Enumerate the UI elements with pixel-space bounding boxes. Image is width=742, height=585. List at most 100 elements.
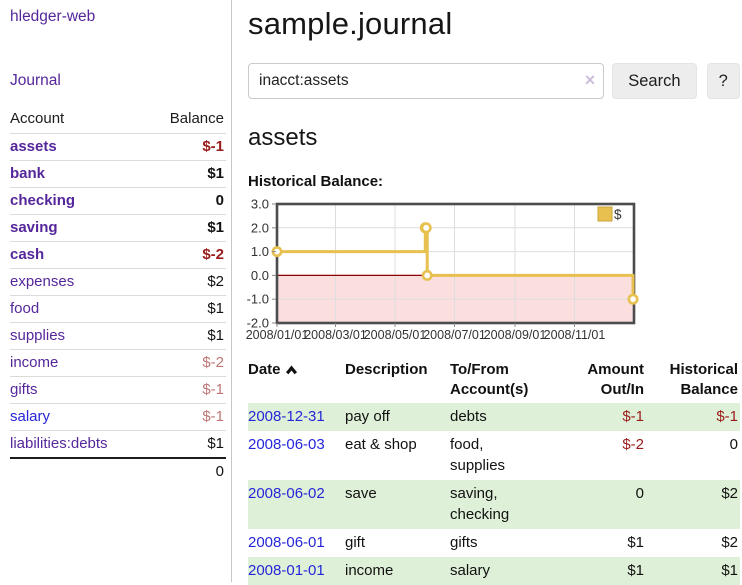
transaction-date-link[interactable]: 2008-12-31 <box>248 408 325 425</box>
transaction-date-link[interactable]: 2008-06-03 <box>248 436 325 453</box>
transaction-accounts: saving, checking <box>450 485 510 523</box>
svg-text:2008/07/01: 2008/07/01 <box>423 328 486 342</box>
accounts-total-balance: 0 <box>147 457 226 485</box>
transaction-balance: $2 <box>721 485 738 502</box>
help-button[interactable]: ? <box>706 63 740 99</box>
account-heading: assets <box>248 124 318 151</box>
account-balance: $-2 <box>202 354 224 371</box>
transaction-balance: $2 <box>721 534 738 551</box>
transaction-date-link[interactable]: 2008-01-01 <box>248 562 325 579</box>
transaction-amount: $-2 <box>622 436 644 453</box>
transaction-row: 2008-06-02 save saving, checking 0 $2 <box>248 480 740 529</box>
accounts-table-header: Account Balance <box>10 107 226 134</box>
description-column-header: Description <box>345 361 428 378</box>
account-link[interactable]: gifts <box>10 381 38 398</box>
account-link[interactable]: salary <box>10 408 51 425</box>
account-link[interactable]: supplies <box>10 327 66 344</box>
transaction-accounts: debts <box>450 408 487 425</box>
transaction-date-link[interactable]: 2008-06-02 <box>248 485 325 502</box>
account-link[interactable]: liabilities:debts <box>10 435 108 452</box>
svg-text:-2.0: -2.0 <box>247 316 269 331</box>
transaction-accounts: salary <box>450 562 491 579</box>
transaction-row: 2008-12-31 pay off debts $-1 $-1 <box>248 403 740 431</box>
account-balance: $1 <box>207 219 224 236</box>
accounts-header-line1: To/From <box>450 361 509 378</box>
account-balance: $-2 <box>202 246 224 263</box>
search-button[interactable]: Search <box>612 63 697 99</box>
account-link[interactable]: assets <box>10 138 57 155</box>
svg-text:1.0: 1.0 <box>251 244 269 259</box>
nav-journal-link[interactable]: Journal <box>10 72 61 89</box>
account-balance: $1 <box>207 300 224 317</box>
account-row: income $-2 <box>10 349 226 377</box>
account-balance: $1 <box>207 165 224 182</box>
accounts-column-header: To/From Account(s) <box>450 357 550 403</box>
account-link[interactable]: saving <box>10 219 58 236</box>
svg-text:2008/11/01: 2008/11/01 <box>544 328 606 342</box>
transaction-amount: 0 <box>635 485 644 502</box>
brand-link[interactable]: hledger-web <box>10 8 96 25</box>
transaction-description: gift <box>345 534 366 551</box>
svg-text:0.0: 0.0 <box>251 268 269 283</box>
transaction-balance: $1 <box>721 562 738 579</box>
account-row: checking 0 <box>10 187 226 215</box>
transaction-description: eat & shop <box>345 436 417 453</box>
transaction-row: 2008-06-01 gift gifts $1 $2 <box>248 529 740 557</box>
account-balance: 0 <box>215 192 224 209</box>
page-title: sample.journal <box>248 6 453 41</box>
balance-column-header: Balance <box>169 110 224 127</box>
amount-header-line2: Out/In <box>600 381 644 398</box>
account-row: cash $-2 <box>10 241 226 269</box>
svg-text:2008/01/01: 2008/01/01 <box>246 328 309 342</box>
account-row: supplies $1 <box>10 322 226 350</box>
transaction-amount: $-1 <box>622 408 644 425</box>
accounts-table: Account Balance assets $-1 bank $1 check… <box>10 107 226 485</box>
date-column-header[interactable]: Date <box>248 357 345 403</box>
account-row: assets $-1 <box>10 133 226 161</box>
transaction-description: income <box>345 562 394 579</box>
account-column-header: Account <box>10 110 65 127</box>
account-row: food $1 <box>10 295 226 323</box>
svg-text:3.0: 3.0 <box>251 197 269 212</box>
balance-header-line2: Balance <box>680 381 738 398</box>
transaction-amount: $1 <box>627 562 644 579</box>
clear-search-icon[interactable]: × <box>584 70 596 90</box>
account-link[interactable]: checking <box>10 192 76 209</box>
account-balance: $1 <box>207 327 224 344</box>
transaction-row: 2008-01-01 income salary $1 $1 <box>248 557 740 585</box>
transaction-row: 2008-06-03 eat & shop food, supplies $-2… <box>248 431 740 480</box>
amount-header-line1: Amount <box>587 361 644 378</box>
account-link[interactable]: cash <box>10 246 45 263</box>
search-input[interactable] <box>248 63 605 99</box>
account-row: salary $-1 <box>10 403 226 431</box>
transaction-accounts: food, supplies <box>450 436 506 474</box>
svg-text:2008/09/01: 2008/09/01 <box>484 328 547 342</box>
account-link[interactable]: expenses <box>10 273 75 290</box>
account-row: gifts $-1 <box>10 376 226 404</box>
svg-text:$: $ <box>614 207 622 222</box>
transaction-balance: 0 <box>729 436 738 453</box>
svg-text:2.0: 2.0 <box>251 220 269 235</box>
search-form: × Search ? <box>248 63 740 99</box>
accounts-header-line2: Account(s) <box>450 381 529 398</box>
account-link[interactable]: income <box>10 354 59 371</box>
historical-balance-chart: 3.0 2.0 1.0 0.0 -1.0 -2.0 2008/01/01 2008/03/01… <box>246 197 740 344</box>
account-row: bank $1 <box>10 160 226 188</box>
svg-text:2008/05/01: 2008/05/01 <box>364 328 427 342</box>
account-link[interactable]: bank <box>10 165 46 182</box>
account-link[interactable]: food <box>10 300 40 317</box>
svg-text:2008/03/01: 2008/03/01 <box>304 328 367 342</box>
transaction-description: save <box>345 485 377 502</box>
account-balance: $-1 <box>202 138 224 155</box>
account-row: saving $1 <box>10 214 226 242</box>
transaction-amount: $1 <box>627 534 644 551</box>
svg-text:-1.0: -1.0 <box>247 292 269 307</box>
balance-header-line1: Historical <box>669 361 738 378</box>
account-row: liabilities:debts $1 <box>10 430 226 458</box>
transaction-balance: $-1 <box>716 408 738 425</box>
transaction-date-link[interactable]: 2008-06-01 <box>248 534 325 551</box>
account-balance: $-1 <box>202 381 224 398</box>
balance-column-header-register: Historical Balance <box>646 357 740 403</box>
account-balance: $-1 <box>202 408 224 425</box>
transaction-accounts: gifts <box>450 534 478 551</box>
